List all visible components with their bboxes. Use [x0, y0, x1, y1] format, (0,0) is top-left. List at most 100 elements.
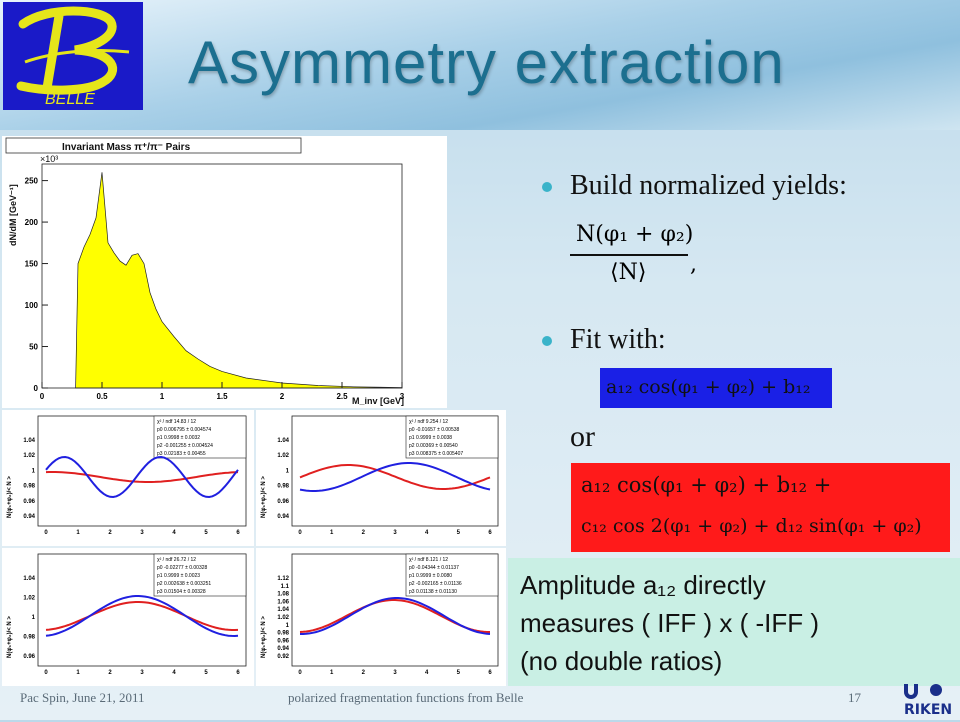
panel-xtick-label: 1	[76, 530, 80, 536]
panel-xtick-label: 5	[204, 670, 208, 676]
fit-panel-2: χ² / ndf 9.254 / 12 p0 -0.01657 ± 0.00538…	[256, 410, 506, 546]
panel-ytick-label: 1.08	[277, 592, 289, 598]
yield-formula: N(φ₁ + φ₂) ⟨N⟩ ,	[562, 218, 702, 292]
panel-xtick-label: 4	[172, 670, 176, 676]
panel-xtick-label: 2	[108, 670, 112, 676]
hist-area	[75, 172, 403, 389]
panel-xtick-label: 4	[172, 530, 176, 536]
panel-ytick-label: 0.94	[277, 514, 289, 520]
panel-ytick-label: 0.98	[23, 635, 35, 641]
hist-ylabel: dN/dM [GeV⁻¹]	[8, 184, 18, 246]
panel-ytick-label: 0.96	[23, 499, 35, 505]
stats-chi2: χ² / ndf 8.121 / 12	[409, 557, 448, 563]
invariant-mass-histogram: Invariant Mass π⁺/π⁻ Pairs ×10³ dN/dM [G…	[2, 136, 447, 408]
stats-param: p3 0.01504 ± 0.00328	[157, 589, 206, 595]
hist-xlabel: M_inv [GeV]	[352, 396, 404, 406]
stats-param: p0 -0.02277 ± 0.00328	[157, 565, 208, 571]
hist-title: Invariant Mass π⁺/π⁻ Pairs	[62, 142, 191, 153]
fit-formula-full: a₁₂ cos(φ₁ + φ₂) + b₁₂ + c₁₂ cos 2(φ₁ + …	[571, 463, 950, 552]
riken-logo: RIKEN	[900, 682, 958, 718]
panel-ylabel: N(φ₁+φ₂)/< N >	[7, 616, 13, 658]
panel-frame	[37, 553, 247, 667]
panel-ytick-label: 1.04	[23, 576, 35, 582]
panel-xtick-label: 1	[76, 670, 80, 676]
panel-xtick-label: 3	[393, 670, 397, 676]
stats-box	[153, 415, 247, 459]
panel-ytick-label: 1.02	[23, 596, 35, 602]
panel-frame	[291, 415, 499, 527]
hist-ytick-label: 150	[25, 260, 39, 269]
note-line-3: (no double ratios)	[520, 646, 723, 676]
stats-param: p1 0.9999 ± 0.0023	[157, 573, 200, 579]
hist-xtick-label: 2.5	[336, 392, 348, 401]
note-line-1: Amplitude a₁₂ directly	[520, 570, 766, 600]
panel-ytick-label: 0.92	[277, 654, 289, 660]
panel-ytick-label: 1.04	[23, 438, 35, 444]
stats-box	[405, 415, 499, 459]
hist-xtick-label: 2	[280, 392, 285, 401]
panel-xtick-label: 0	[298, 670, 302, 676]
panel-xtick-label: 3	[393, 530, 397, 536]
yield-denominator: ⟨N⟩	[610, 260, 647, 285]
hist-ytick-label: 250	[25, 177, 39, 186]
belle-logo: BELLE	[3, 2, 143, 110]
panel-xtick-label: 5	[457, 670, 461, 676]
svg-text:RIKEN: RIKEN	[904, 702, 952, 718]
panel-ytick-label: 1	[286, 623, 290, 629]
stats-param: p2 0.00369 ± 0.00540	[409, 443, 458, 449]
panel-ytick-label: 0.98	[277, 484, 289, 490]
panel-xtick-label: 1	[330, 670, 334, 676]
panel-ytick-label: 1.04	[277, 438, 289, 444]
stats-box	[405, 553, 499, 597]
panel-xtick-label: 5	[457, 530, 461, 536]
panel-xtick-label: 6	[236, 670, 240, 676]
stats-param: p3 0.01138 ± 0.01130	[409, 589, 457, 595]
panel-frame	[37, 415, 247, 527]
hist-xtick-label: 1.5	[216, 392, 228, 401]
yield-numerator: N(φ₁ + φ₂)	[576, 222, 694, 247]
fit-full-line1: a₁₂ cos(φ₁ + φ₂) + b₁₂ +	[581, 473, 832, 497]
panel-ytick-label: 1.04	[277, 607, 289, 613]
bullet-fit-with: Fit with:	[570, 324, 666, 355]
bullet-dot	[542, 182, 552, 192]
panel-ytick-label: 1.02	[277, 453, 289, 459]
panel-ylabel: N(φ₁+φ₂)/< N >	[261, 476, 267, 518]
fit-panel-3: χ² / ndf 26.72 / 12 p0 -0.02277 ± 0.00328…	[2, 548, 254, 686]
header-background	[0, 0, 960, 130]
panel-ytick-label: 1	[32, 615, 36, 621]
panel-ytick-label: 1.02	[23, 453, 35, 459]
stats-param: p1 0.9999 ± 0.0038	[409, 435, 452, 441]
hist-multiplier: ×10³	[40, 154, 58, 164]
hist-ytick-label: 0	[34, 384, 39, 393]
panel-xtick-label: 1	[330, 530, 334, 536]
panel-xtick-label: 0	[298, 530, 302, 536]
bullet-build-yields: Build normalized yields:	[570, 170, 847, 201]
hist-xtick-label: 0	[40, 392, 45, 401]
fit-full-line2: c₁₂ cos 2(φ₁ + φ₂) + d₁₂ sin(φ₁ + φ₂)	[581, 515, 922, 537]
page-number: 17	[848, 690, 861, 705]
stats-param: p2 -0.002165 ± 0.01136	[409, 581, 462, 587]
panel-xtick-label: 3	[140, 530, 144, 536]
hist-ytick-label: 100	[25, 301, 39, 310]
panel-xtick-label: 4	[425, 670, 429, 676]
fit-panel-4: χ² / ndf 8.121 / 12 p0 -0.04344 ± 0.01137…	[256, 548, 506, 686]
fit-curve-blue	[45, 595, 239, 638]
panel-ytick-label: 1.02	[277, 615, 289, 621]
panel-ytick-label: 0.94	[277, 646, 289, 652]
panel-xtick-label: 6	[488, 670, 492, 676]
bullet-dot	[542, 336, 552, 346]
logo-text: BELLE	[45, 91, 95, 108]
amplitude-note: Amplitude a₁₂ directly measures ( IFF ) …	[508, 558, 960, 686]
fit-curve-blue	[299, 462, 491, 492]
panel-ytick-label: 1.12	[277, 576, 289, 582]
panel-xtick-label: 0	[44, 530, 48, 536]
stats-param: p3 0.008375 ± 0.005407	[409, 451, 463, 457]
fit-curve-blue	[45, 455, 239, 499]
panel-ytick-label: 1	[32, 468, 36, 474]
fit-panel-1: χ² / ndf 14.83 / 12 p0 0.006795 ± 0.00457…	[2, 410, 254, 546]
panel-xtick-label: 6	[488, 530, 492, 536]
panel-xtick-label: 2	[108, 530, 112, 536]
panel-ytick-label: 0.98	[277, 631, 289, 637]
panel-ytick-label: 0.96	[277, 638, 289, 644]
fit-curve-blue	[300, 597, 491, 635]
